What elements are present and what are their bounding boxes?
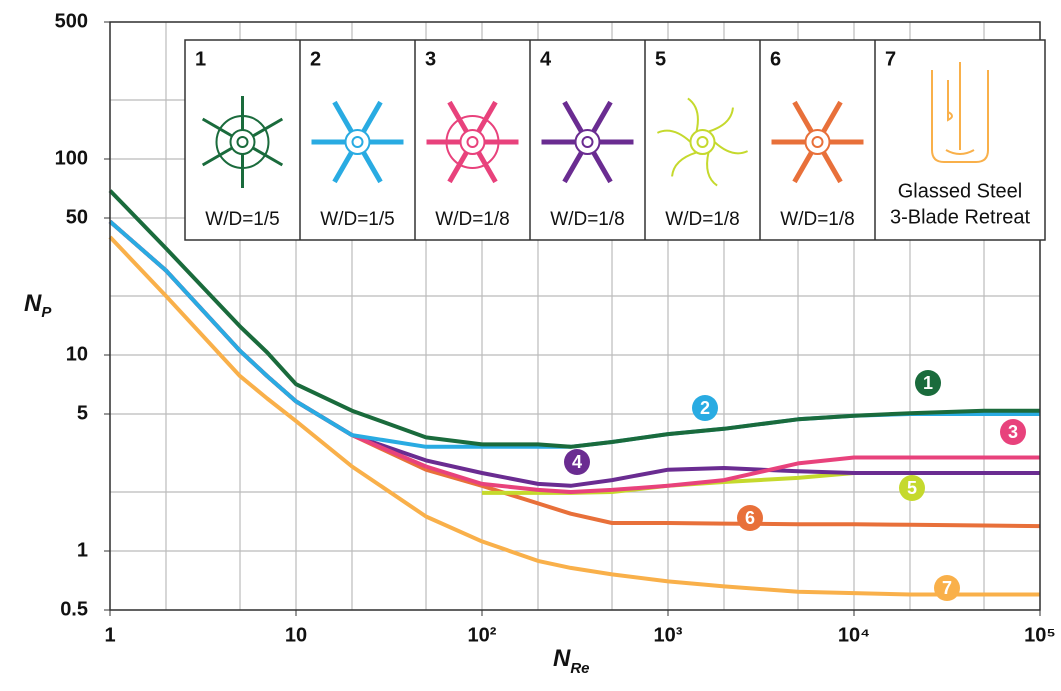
legend-number: 3 bbox=[425, 48, 436, 70]
y-tick-label: 1 bbox=[77, 539, 88, 561]
legend-number: 6 bbox=[770, 48, 781, 70]
legend-label: W/D=1/8 bbox=[435, 209, 509, 230]
x-tick-label: 10³ bbox=[654, 624, 683, 646]
curves bbox=[110, 191, 1040, 595]
x-axis-label: NRe bbox=[553, 645, 590, 677]
hub bbox=[806, 130, 830, 154]
y-axis-label-main: N bbox=[24, 290, 42, 317]
series-line bbox=[110, 222, 1040, 527]
legend-number: 4 bbox=[540, 48, 552, 70]
legend-number: 1 bbox=[195, 48, 206, 70]
x-tick-label: 1 bbox=[104, 624, 115, 646]
hub bbox=[346, 130, 370, 154]
legend-label: W/D=1/8 bbox=[780, 209, 854, 230]
x-tick-label: 10 bbox=[285, 624, 307, 646]
y-tick-label: 10 bbox=[66, 343, 88, 365]
curve-label: 7 bbox=[942, 578, 952, 598]
legend-number: 7 bbox=[885, 48, 896, 70]
y-tick-label: 100 bbox=[55, 147, 88, 169]
curve-label: 3 bbox=[1008, 422, 1018, 442]
curve-labels: 1 2 3 4 5 6 7 bbox=[564, 370, 1026, 601]
x-tick-label: 10⁴ bbox=[838, 624, 870, 646]
curve-label: 5 bbox=[907, 478, 917, 498]
x-axis-label-main: N bbox=[553, 645, 571, 672]
y-tick-label: 500 bbox=[55, 10, 88, 32]
legend-number: 2 bbox=[310, 48, 321, 70]
y-tick-label: 0.5 bbox=[60, 598, 88, 620]
legend-number: 5 bbox=[655, 48, 666, 70]
y-tick-label: 50 bbox=[66, 206, 88, 228]
hub bbox=[461, 130, 485, 154]
y-axis-label: NP bbox=[24, 290, 52, 321]
x-tick-label: 10⁵ bbox=[1024, 624, 1056, 646]
curve-label: 1 bbox=[923, 373, 933, 393]
legend-label: W/D=1/8 bbox=[665, 209, 739, 230]
curve-label: 2 bbox=[700, 398, 710, 418]
y-axis-label-sub: P bbox=[41, 304, 52, 321]
hub bbox=[576, 130, 600, 154]
x-tick-label: 10² bbox=[468, 624, 497, 646]
y-tick-label: 5 bbox=[77, 402, 88, 424]
hub bbox=[691, 130, 715, 154]
legend-label: Glassed Steel bbox=[898, 180, 1023, 202]
curve-label: 4 bbox=[572, 452, 582, 472]
legend-label: W/D=1/8 bbox=[550, 209, 624, 230]
legend: 1 W/D=1/5 2 W/D=1/5 3 W/D=1/8 4 W/D=1/8 5 W/D=1/8… bbox=[185, 40, 1045, 240]
chart: 1 10 10² 10³ 10⁴ 10⁵ 0.5 1 5 10 50 100 500 1 W/D=1/5 2… bbox=[0, 0, 1061, 686]
hub bbox=[231, 130, 255, 154]
legend-label: W/D=1/5 bbox=[320, 209, 394, 230]
curve-label: 6 bbox=[745, 508, 755, 528]
legend-label: 3-Blade Retreat bbox=[890, 206, 1031, 228]
x-axis-label-sub: Re bbox=[570, 660, 589, 677]
legend-label: W/D=1/5 bbox=[205, 209, 279, 230]
